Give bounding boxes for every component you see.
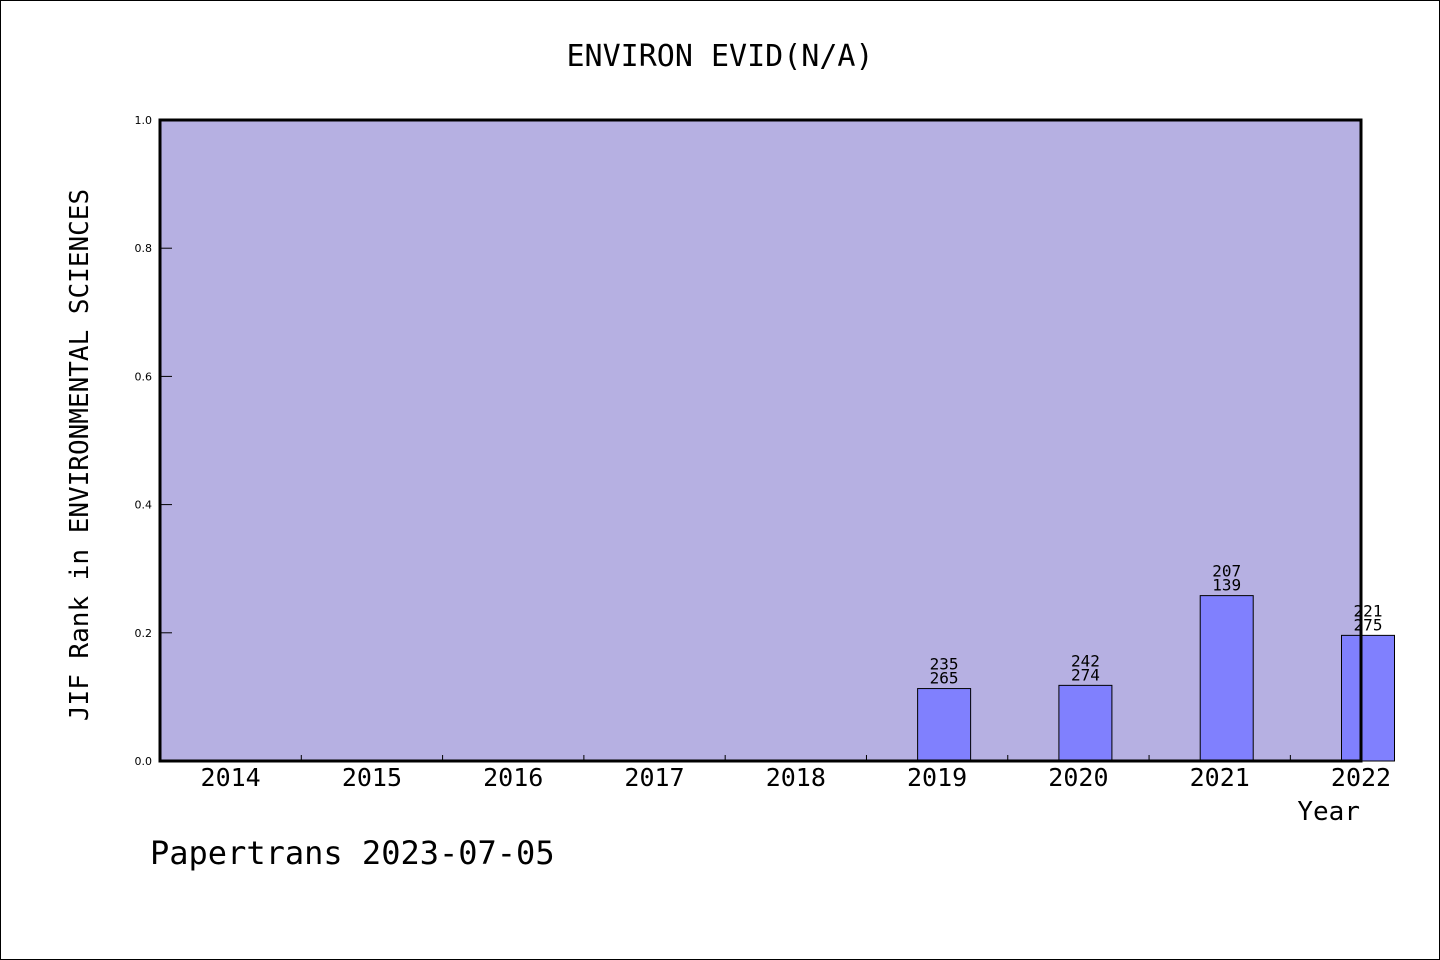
- y-tick-label: 0.2: [135, 627, 153, 640]
- bar-label-rank-2021: 207: [1212, 562, 1241, 581]
- bar-label-rank-2020: 242: [1071, 651, 1100, 670]
- y-tick-label: 0.0: [135, 755, 153, 768]
- bar-2022: [1341, 634, 1395, 762]
- bar-label-total-2022: 275: [1354, 615, 1383, 634]
- x-tick-label-2016: 2016: [483, 763, 543, 792]
- watermark-footer: Papertrans 2023-07-05: [150, 834, 555, 872]
- bar-2021: [1199, 595, 1254, 762]
- bar-2019: [917, 688, 972, 762]
- chart-title: ENVIRON EVID(N/A): [566, 39, 873, 74]
- x-axis-label: Year: [1297, 797, 1360, 827]
- y-tick-label: 0.6: [135, 370, 153, 383]
- x-tick-label-2014: 2014: [201, 763, 261, 792]
- bar-label-total-2021: 139: [1212, 576, 1241, 595]
- bar-label-rank-2019: 235: [930, 655, 959, 674]
- x-tick-label-2020: 2020: [1048, 763, 1108, 792]
- y-tick-label: 0.4: [135, 499, 153, 512]
- x-tick-label-2015: 2015: [342, 763, 402, 792]
- plot-border: [158, 118, 1363, 763]
- bar-label-total-2019: 265: [930, 669, 959, 688]
- y-axis-label: JIF Rank in ENVIRONMENTAL SCIENCES: [65, 189, 95, 721]
- y-tick-label: 0.8: [135, 242, 153, 255]
- x-tick-label-2018: 2018: [766, 763, 826, 792]
- y-tick-label: 1.0: [135, 114, 153, 127]
- plot-area: [160, 120, 1361, 761]
- x-tick-label-2019: 2019: [907, 763, 967, 792]
- bar-label-total-2020: 274: [1071, 665, 1100, 684]
- x-tick-label-2017: 2017: [624, 763, 684, 792]
- bar-2020: [1058, 684, 1113, 762]
- x-tick-label-2022: 2022: [1331, 763, 1391, 792]
- x-tick-label-2021: 2021: [1190, 763, 1250, 792]
